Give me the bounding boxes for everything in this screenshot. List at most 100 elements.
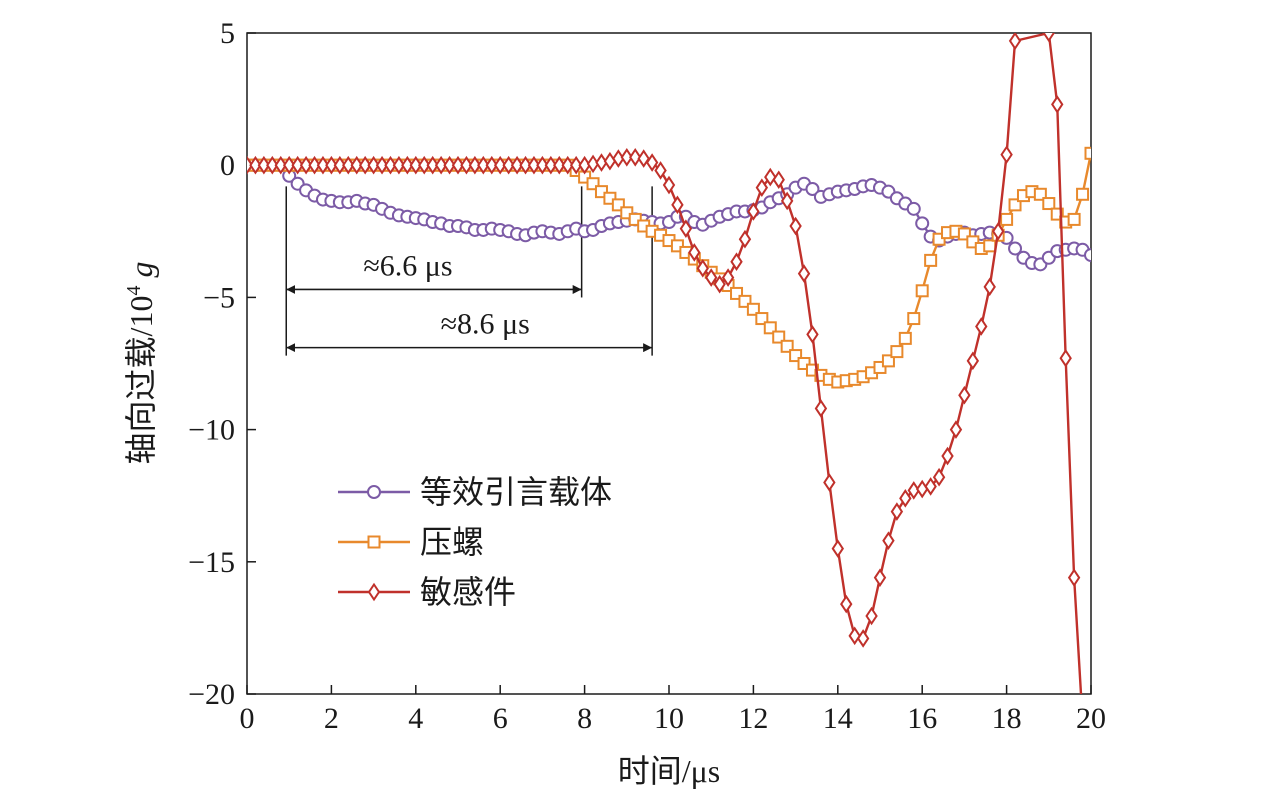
data-point bbox=[805, 181, 820, 196]
data-point bbox=[696, 259, 709, 278]
data-point bbox=[1067, 568, 1081, 587]
data-point bbox=[772, 330, 786, 344]
annotation-label: ≈8.6 μs bbox=[441, 308, 530, 341]
data-point bbox=[797, 264, 811, 283]
data-point bbox=[975, 317, 988, 336]
data-point bbox=[966, 235, 980, 249]
data-point bbox=[890, 502, 904, 521]
series-1 bbox=[247, 158, 1091, 272]
data-point bbox=[882, 531, 895, 550]
x-tick-label: 0 bbox=[240, 702, 255, 735]
data-point bbox=[662, 175, 676, 195]
y-axis-title-unit: g bbox=[123, 262, 159, 286]
data-point bbox=[603, 151, 617, 171]
data-point bbox=[1042, 33, 1056, 43]
x-tick-label: 10 bbox=[654, 702, 684, 735]
data-point bbox=[958, 385, 971, 405]
x-tick-label: 2 bbox=[324, 702, 339, 735]
y-axis-title: 轴向过载/104 g bbox=[123, 262, 159, 465]
data-point bbox=[628, 212, 642, 226]
data-point bbox=[1008, 33, 1022, 51]
x-tick-label: 8 bbox=[577, 702, 592, 735]
data-point bbox=[983, 239, 997, 253]
data-point bbox=[772, 170, 785, 190]
data-point bbox=[932, 467, 946, 487]
data-point bbox=[375, 155, 389, 175]
y-tick-label: −15 bbox=[188, 546, 235, 579]
data-point bbox=[924, 253, 938, 267]
x-tick-label: 18 bbox=[992, 702, 1022, 735]
data-point bbox=[738, 294, 752, 308]
data-point bbox=[915, 479, 929, 499]
y-axis-title-main: 轴向过载/10 bbox=[123, 296, 159, 465]
data-point bbox=[603, 191, 617, 205]
data-point bbox=[561, 155, 574, 175]
data-point bbox=[780, 339, 794, 353]
data-point bbox=[907, 312, 921, 326]
data-point bbox=[746, 302, 760, 316]
data-point bbox=[594, 185, 608, 199]
legend-marker bbox=[367, 485, 381, 499]
data-point bbox=[789, 349, 803, 363]
data-point bbox=[932, 232, 946, 246]
data-point bbox=[831, 539, 845, 558]
data-point bbox=[519, 155, 532, 175]
data-point bbox=[906, 201, 921, 216]
data-point bbox=[468, 155, 482, 175]
data-point bbox=[426, 155, 439, 175]
data-point bbox=[460, 155, 473, 175]
data-point bbox=[1000, 212, 1014, 226]
legend-item: 等效引言载体 bbox=[338, 474, 612, 510]
data-point bbox=[645, 153, 659, 172]
axes: 0 2 4 6 8 10 12 14 16 18 20 5 0 −5 −10 −15 −20 bbox=[188, 17, 1106, 735]
x-tick-label: 12 bbox=[738, 702, 768, 735]
legend-label: 压螺 bbox=[420, 524, 484, 560]
x-tick-label: 6 bbox=[493, 702, 508, 735]
data-point bbox=[527, 155, 541, 175]
data-point bbox=[392, 155, 406, 175]
data-point bbox=[764, 167, 777, 187]
data-point bbox=[367, 155, 380, 175]
data-point bbox=[1042, 197, 1056, 211]
data-point bbox=[991, 221, 1005, 241]
data-point bbox=[713, 274, 726, 294]
data-point bbox=[586, 177, 600, 191]
series-group bbox=[247, 33, 1091, 694]
data-point bbox=[493, 155, 507, 175]
legend-marker bbox=[367, 535, 381, 549]
data-point bbox=[510, 155, 524, 175]
x-tick-label: 4 bbox=[408, 702, 423, 735]
data-point bbox=[730, 286, 744, 300]
data-point bbox=[1084, 146, 1091, 160]
series-3 bbox=[247, 33, 1083, 694]
y-tick-label: −10 bbox=[188, 414, 235, 447]
data-point bbox=[899, 489, 912, 508]
y-tick-label: 5 bbox=[220, 17, 235, 50]
data-point bbox=[434, 155, 448, 175]
data-point bbox=[983, 277, 996, 297]
y-tick-label: −5 bbox=[203, 281, 235, 314]
data-point bbox=[898, 331, 912, 345]
data-point bbox=[780, 191, 794, 211]
data-point bbox=[873, 568, 887, 587]
data-point bbox=[957, 227, 971, 241]
legend-label: 等效引言载体 bbox=[420, 474, 612, 510]
data-point bbox=[747, 202, 760, 221]
data-point bbox=[620, 147, 634, 167]
data-point bbox=[569, 155, 583, 175]
data-point bbox=[316, 155, 330, 175]
data-point bbox=[704, 268, 718, 287]
data-point bbox=[502, 155, 515, 175]
data-point bbox=[266, 155, 279, 175]
data-point bbox=[755, 312, 769, 326]
data-point bbox=[873, 360, 887, 374]
data-point bbox=[924, 477, 937, 496]
data-point bbox=[1084, 248, 1091, 263]
data-point bbox=[738, 229, 752, 249]
legend-label: 敏感件 bbox=[420, 574, 516, 610]
data-point bbox=[249, 155, 262, 175]
data-point bbox=[282, 155, 296, 175]
data-point bbox=[1050, 207, 1064, 221]
data-point bbox=[611, 198, 625, 212]
data-point bbox=[477, 155, 490, 175]
